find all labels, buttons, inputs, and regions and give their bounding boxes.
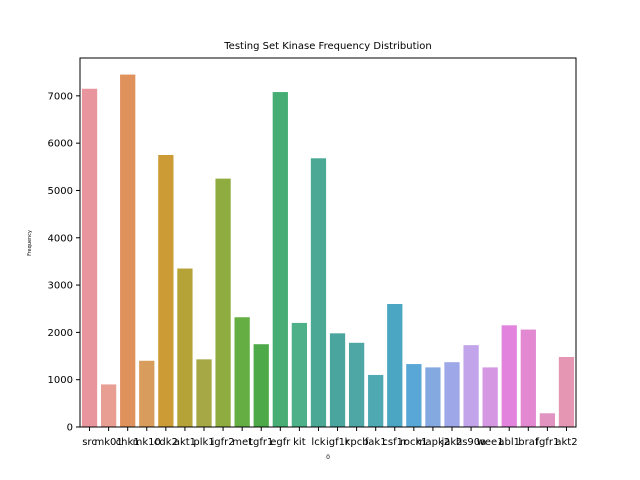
bar-hs90a [463,345,479,427]
bar-chk1 [120,74,136,427]
y-axis-label: Frequency [27,230,33,256]
x-tick-label: fak1 [365,437,387,448]
x-tick-label: abl1 [498,437,520,448]
x-tick-label: mk01 [94,437,122,448]
x-tick-label: igf1r [326,437,350,448]
y-tick-label: 3000 [48,281,73,292]
bar-met [234,317,250,427]
y-tick-label: 6000 [48,139,73,150]
bar-rock1 [406,364,422,427]
x-tick-label: mk10 [133,437,161,448]
bar-igfr2 [215,178,231,427]
bar-mk10 [139,360,155,427]
x-tick-label: src [82,437,97,448]
x-tick-label: jak2 [440,437,462,448]
y-tick-label: 7000 [48,91,73,102]
bar-wee1 [482,367,498,427]
x-tick-label: mapk2 [416,437,450,448]
bar-csf1r [387,304,403,427]
bar-kpcb [348,342,365,427]
bar-plk1 [196,359,212,427]
x-tick-label: akt1 [174,437,196,448]
x-tick-label: lck [311,437,325,448]
bar-mapk2 [425,367,441,427]
x-tick-label: kit [293,437,306,448]
x-tick-label: rock1 [400,437,428,448]
bar-braf [520,329,536,427]
bar-akt1 [177,268,193,427]
x-tick-label: met [232,437,252,448]
x-axis-label: 0 [326,454,330,461]
x-tick-label: plk1 [193,437,214,448]
bar-jak2 [444,362,460,427]
y-tick-label: 5000 [48,186,73,197]
y-tick-label: 2000 [48,328,73,339]
bar-fak1 [368,374,384,427]
x-tick-label: kpcb [345,437,369,448]
bar-abl1 [501,325,517,427]
x-axis: srcmk01chk1mk10cdk2akt1plk1igfr2mettgfr1… [82,427,578,448]
x-tick-label: csf1r [382,437,408,448]
x-tick-label: braf [518,437,539,448]
bar-src [81,88,98,427]
x-tick-label: wee1 [477,437,504,448]
bars-group [81,74,575,428]
x-tick-label: egfr [270,437,291,448]
y-tick-label: 1000 [48,375,73,386]
bar-cdk2 [158,154,174,428]
bar-kit [291,322,308,427]
x-tick-label: igfr2 [212,437,235,448]
x-tick-label: cdk2 [154,437,178,448]
bar-mk01 [100,384,117,427]
x-tick-label: chk1 [116,437,140,448]
chart-title: Testing Set Kinase Frequency Distributio… [223,41,431,52]
x-tick-label: tgfr1 [249,437,273,448]
y-tick-label: 4000 [48,233,73,244]
plot-frame [79,57,577,428]
y-axis: 0 1000 2000 3000 4000 5000 6000 7000 [48,91,80,434]
bar-igf1r [329,333,346,427]
x-tick-label: hs90a [456,437,486,448]
bar-egfr [272,92,288,427]
y-tick-label: 0 [67,423,73,434]
bar-lck [310,158,327,428]
bar-tgfr1 [253,344,269,427]
x-tick-label: akt2 [555,437,577,448]
x-tick-label: fgfr1 [535,437,559,448]
bar-fgfr1 [539,413,556,427]
bar-akt2 [558,356,575,427]
